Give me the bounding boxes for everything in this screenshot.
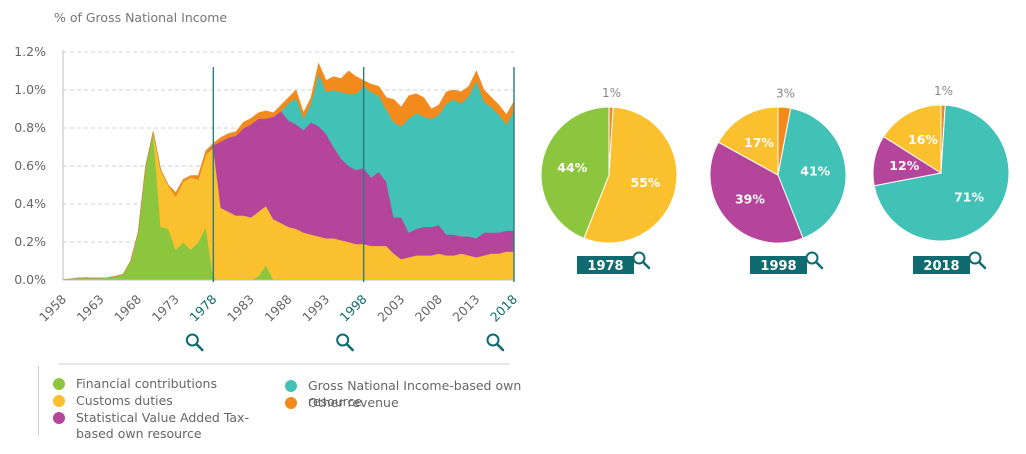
- legend-label: Gross National Income-based own resource: [308, 378, 522, 409]
- pie-slice: [540, 106, 610, 239]
- y-tick-label: 0.2%: [14, 234, 46, 249]
- x-tick-label-highlight: 2018: [487, 291, 520, 324]
- magnifier-lens: [185, 333, 199, 347]
- y-tick-label: 0.4%: [14, 196, 46, 211]
- x-tick-label: 2013: [449, 292, 482, 325]
- x-tick-label: 1958: [36, 291, 69, 324]
- magnifier-lens: [968, 251, 982, 265]
- x-tick-label: 2008: [412, 291, 445, 324]
- legend-swatch-statistical-vat: [53, 412, 65, 424]
- magnifier-icon: [632, 251, 651, 270]
- pie-year-badge: [913, 256, 970, 274]
- magnifier-handle: [641, 260, 651, 270]
- magnifier-handle: [345, 342, 354, 352]
- legend-swatch-customs-duties: [53, 395, 65, 407]
- legend-swatch-gni-own-resource: [285, 380, 297, 392]
- pie-label: 16%: [908, 132, 938, 147]
- pie-label-outside: 1%: [602, 86, 621, 100]
- pie-label: 17%: [744, 135, 774, 150]
- x-tick-label: 1983: [224, 292, 257, 325]
- pie-slice: [583, 106, 678, 244]
- magnifier-icon: [805, 251, 824, 270]
- magnifier-handle: [195, 342, 204, 352]
- magnifier-icon: [336, 333, 354, 352]
- legend-item-statistical-vat[interactable]: Statistical Value Added Tax- based own r…: [53, 410, 249, 442]
- pie-label: 12%: [889, 158, 919, 173]
- chart-legend: Financial contributions Customs duties S…: [38, 366, 579, 441]
- x-tick-label: 1968: [111, 291, 144, 324]
- pie-slice: [709, 141, 804, 244]
- pie-slice: [777, 107, 847, 239]
- pie-label-outside: 3%: [776, 86, 795, 100]
- legend-swatch-financial-contributions: [53, 378, 65, 390]
- x-tick-label: 2003: [374, 292, 407, 325]
- legend-item-customs-duties[interactable]: Customs duties: [53, 393, 173, 409]
- pie-year-badge: [577, 256, 634, 274]
- pie-label: 44%: [557, 160, 587, 175]
- pie-slice: [717, 106, 779, 176]
- magnifier-lens: [805, 251, 819, 265]
- pie-year-label: 1998: [760, 259, 796, 274]
- x-tick-label: 1993: [299, 292, 332, 325]
- x-tick-label-highlight: 1978: [186, 291, 219, 324]
- pie-label: 41%: [800, 163, 830, 178]
- y-tick-label: 0.0%: [14, 272, 46, 287]
- magnifier-lens: [632, 251, 646, 265]
- magnifier-handle: [977, 260, 987, 270]
- legend-label: Customs duties: [76, 393, 173, 408]
- legend-label: Statistical Value Added Tax- based own r…: [76, 410, 249, 441]
- pie-label: 39%: [735, 192, 765, 207]
- legend-swatch-other-revenue: [285, 397, 297, 409]
- legend-label: Other revenue: [308, 395, 399, 410]
- magnifier-lens: [486, 333, 500, 347]
- pie-year-badge: [750, 256, 807, 274]
- x-tick-label: 1963: [74, 292, 107, 325]
- y-tick-label: 0.6%: [14, 158, 46, 173]
- y-tick-label: 0.8%: [14, 120, 46, 135]
- y-tick-label: 1.2%: [14, 44, 46, 59]
- magnifier-icon: [185, 333, 204, 352]
- pie-slice: [882, 104, 942, 174]
- magnifier-handle: [495, 342, 505, 352]
- magnifier-icon: [968, 251, 987, 270]
- magnifier-icon: [486, 333, 505, 352]
- y-tick-label: 1.0%: [14, 82, 46, 97]
- x-tick-label-highlight: 1998: [337, 291, 370, 324]
- legend-label: Financial contributions: [76, 376, 217, 391]
- magnifier-handle: [814, 260, 824, 270]
- x-tick-label: 1988: [262, 291, 295, 324]
- legend-item-financial-contributions[interactable]: Financial contributions: [53, 376, 217, 392]
- legend-item-gni-own-resource[interactable]: Gross National Income-based own resource: [285, 378, 579, 410]
- pie-label-outside: 1%: [934, 84, 953, 98]
- y-axis-title: % of Gross National Income: [54, 10, 227, 25]
- x-tick-label: 1973: [149, 292, 182, 325]
- pie-label: 55%: [631, 175, 661, 190]
- magnifier-lens: [336, 333, 350, 347]
- pie-year-label: 2018: [923, 259, 959, 274]
- legend-item-other-revenue[interactable]: Other revenue: [285, 395, 399, 411]
- pie-label: 71%: [954, 190, 984, 205]
- pie-year-label: 1978: [587, 259, 623, 274]
